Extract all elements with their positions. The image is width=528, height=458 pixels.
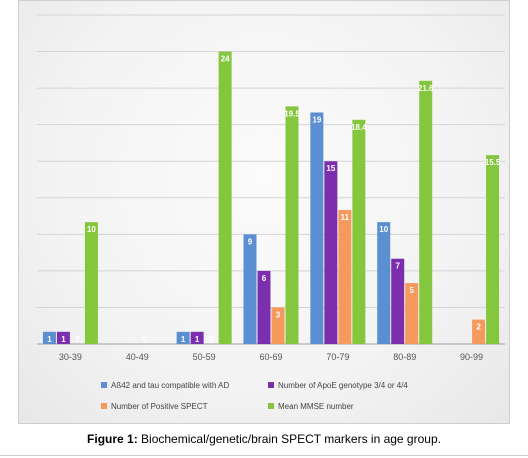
- bar: [56, 331, 70, 344]
- data-label: 0: [75, 335, 80, 344]
- bar: [377, 222, 391, 344]
- data-label: 19: [312, 115, 321, 124]
- legend-swatch: [101, 403, 107, 409]
- legend-swatch: [101, 382, 107, 388]
- bar: [486, 155, 500, 344]
- data-label: 2: [476, 323, 481, 332]
- bar: [338, 209, 352, 344]
- data-label: 7: [395, 262, 400, 271]
- caption-text: Biochemical/genetic/brain SPECT markers …: [137, 432, 441, 446]
- data-label: 21.6: [418, 84, 434, 93]
- x-tick-label: 40-49: [126, 352, 149, 362]
- x-tick-label: 70-79: [326, 352, 349, 362]
- legend-label: Number of ApoE genotype 3/4 or 4/4: [278, 381, 408, 390]
- bar: [324, 161, 338, 344]
- bar: [405, 283, 419, 344]
- data-label: 0: [209, 335, 214, 344]
- chart-frame: 1 1 0 10 30-39 0 40-49 1 1 0 24 50-59 9 6 3 19.5 60-69 19…: [18, 0, 510, 424]
- data-label: 15.5: [485, 158, 501, 167]
- legend-label: Number of Positive SPECT: [111, 402, 208, 411]
- bar: [310, 112, 324, 345]
- data-label: 19.5: [284, 109, 300, 118]
- data-label: 9: [248, 237, 253, 246]
- bar: [352, 119, 366, 344]
- data-label: 6: [262, 274, 267, 283]
- bar: [391, 258, 405, 344]
- bar: [176, 331, 190, 344]
- data-label: 1: [181, 335, 186, 344]
- data-label: 24: [221, 55, 230, 64]
- data-label: 1: [195, 335, 200, 344]
- data-label: 5: [409, 286, 414, 295]
- divider: [0, 455, 528, 456]
- x-tick-label: 50-59: [193, 352, 216, 362]
- figure-caption: Figure 1: Biochemical/genetic/brain SPEC…: [0, 432, 528, 446]
- bar: [243, 234, 257, 344]
- caption-label: Figure 1:: [87, 432, 138, 446]
- x-tick-label: 80-89: [393, 352, 416, 362]
- x-tick-label: 30-39: [59, 352, 82, 362]
- bar: [190, 331, 204, 344]
- data-label: 18.4: [351, 123, 367, 132]
- bar: [271, 307, 285, 344]
- bar: [257, 270, 271, 344]
- legend-swatch: [268, 403, 274, 409]
- data-label: 0: [142, 335, 147, 344]
- bar: [42, 331, 56, 344]
- bar: [472, 319, 486, 344]
- data-label: 15: [326, 164, 335, 173]
- bar: [285, 106, 299, 344]
- legend-swatch: [268, 382, 274, 388]
- data-label: 11: [341, 213, 350, 222]
- data-label: 10: [379, 225, 388, 234]
- data-label: 3: [276, 310, 281, 319]
- bar: [218, 51, 232, 345]
- data-label: 1: [47, 335, 52, 344]
- bar: [419, 80, 433, 345]
- x-tick-label: 60-69: [259, 352, 282, 362]
- data-label: 10: [87, 225, 96, 234]
- x-tick-label: 90-99: [460, 352, 483, 362]
- data-label: 1: [61, 335, 66, 344]
- bar: [84, 222, 98, 344]
- legend-label: Mean MMSE number: [278, 402, 354, 411]
- legend-label: Aß42 and tau compatible with AD: [111, 381, 230, 390]
